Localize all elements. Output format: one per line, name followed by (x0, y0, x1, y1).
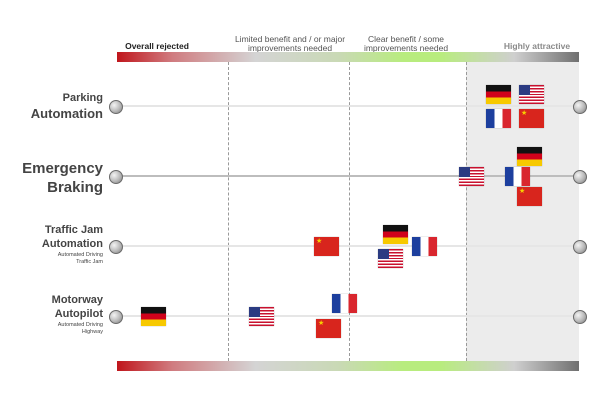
row-handle-right-motorway[interactable] (573, 310, 587, 324)
row-label-trafficjam-line2: Automation (41, 238, 103, 250)
row-sublabel-motorway-2: Highway (81, 329, 103, 335)
germany-flag-icon (486, 85, 511, 104)
germany-flag-icon (517, 147, 542, 166)
france-flag-icon (486, 109, 511, 128)
rating-scale-bar-top (117, 52, 579, 62)
germany-flag-icon (383, 225, 408, 244)
usa-flag-icon (378, 249, 403, 268)
header-clear-line1: Clear benefit / some (367, 34, 445, 44)
germany-flag-icon (141, 307, 166, 326)
row-handle-left-emergency[interactable] (109, 170, 123, 184)
divider-limited-clear (349, 62, 350, 361)
row-label-trafficjam-line1: Traffic Jam (44, 224, 103, 236)
row-handle-left-trafficjam[interactable] (109, 240, 123, 254)
rating-scale-bar-bottom (117, 361, 579, 371)
france-flag-icon (505, 167, 530, 186)
row-label-motorway-line2: Autopilot (54, 308, 103, 320)
usa-flag-icon (249, 307, 274, 326)
row-line-motorway (117, 315, 579, 317)
row-line-trafficjam (117, 245, 579, 247)
row-line-parking (117, 105, 579, 107)
usa-flag-icon (459, 167, 484, 186)
row-handle-left-motorway[interactable] (109, 310, 123, 324)
france-flag-icon (332, 294, 357, 313)
china-flag-icon (519, 109, 544, 128)
row-handle-right-parking[interactable] (573, 100, 587, 114)
row-label-parking-line2: Automation (30, 106, 103, 121)
row-sublabel-motorway-1: Automated Driving (57, 322, 103, 328)
row-label-emergency-line1: Emergency (22, 160, 103, 177)
row-sublabel-trafficjam-2: Traffic Jam (76, 259, 103, 265)
row-sublabel-trafficjam-1: Automated Driving (57, 252, 103, 258)
row-label-parking-line1: Parking (62, 92, 103, 104)
china-flag-icon (314, 237, 339, 256)
china-flag-icon (316, 319, 341, 338)
divider-rejected-limited (228, 62, 229, 361)
row-handle-right-trafficjam[interactable] (573, 240, 587, 254)
header-limited-line2: improvements needed (247, 43, 333, 53)
header-overall-rejected: Overall rejected (125, 41, 189, 51)
header-clear-line2: improvements needed (363, 43, 449, 53)
header-limited-benefit: Limited benefit and / or major improveme… (222, 35, 358, 53)
row-handle-left-parking[interactable] (109, 100, 123, 114)
row-handle-right-emergency[interactable] (573, 170, 587, 184)
row-label-motorway-line1: Motorway (51, 294, 103, 306)
china-flag-icon (517, 187, 542, 206)
row-label-emergency-line2: Braking (47, 179, 103, 196)
header-clear-benefit: Clear benefit / some improvements needed (356, 35, 456, 53)
header-limited-line1: Limited benefit and / or major (234, 34, 346, 44)
row-line-emergency (117, 175, 579, 177)
france-flag-icon (412, 237, 437, 256)
usa-flag-icon (519, 85, 544, 104)
header-highly-attractive: Highly attractive (503, 41, 571, 51)
divider-clear-attractive (466, 62, 467, 361)
